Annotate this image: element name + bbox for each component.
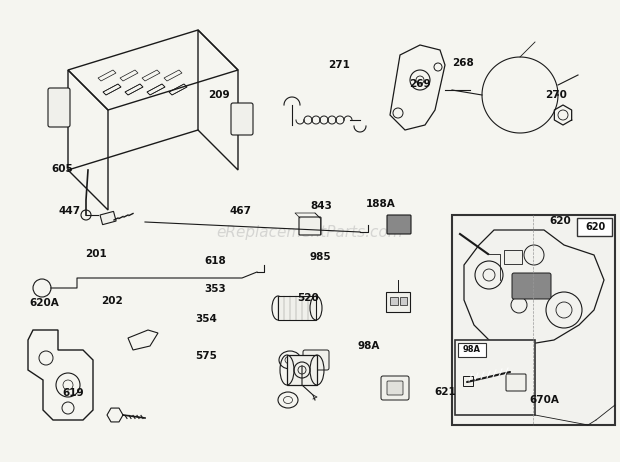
Bar xyxy=(463,376,473,386)
Text: 269: 269 xyxy=(409,79,431,89)
Bar xyxy=(577,218,612,236)
Text: 270: 270 xyxy=(546,90,567,100)
Text: 353: 353 xyxy=(205,284,226,294)
Text: 621: 621 xyxy=(434,387,456,397)
FancyBboxPatch shape xyxy=(381,376,409,400)
FancyBboxPatch shape xyxy=(303,350,329,370)
FancyBboxPatch shape xyxy=(387,215,411,234)
Bar xyxy=(278,296,316,320)
Text: eReplacementParts.com: eReplacementParts.com xyxy=(216,225,404,239)
Text: 188A: 188A xyxy=(366,199,396,209)
Bar xyxy=(390,297,398,305)
Text: 620A: 620A xyxy=(30,298,60,308)
Text: 985: 985 xyxy=(310,252,332,262)
Text: 271: 271 xyxy=(329,60,350,70)
Bar xyxy=(386,292,410,312)
Text: 620: 620 xyxy=(585,222,605,232)
Text: 354: 354 xyxy=(195,314,217,324)
FancyBboxPatch shape xyxy=(48,88,70,127)
Text: 98A: 98A xyxy=(357,341,379,351)
Bar xyxy=(400,297,407,305)
Text: 268: 268 xyxy=(453,58,474,68)
FancyBboxPatch shape xyxy=(231,103,253,135)
FancyBboxPatch shape xyxy=(512,273,551,299)
Text: 575: 575 xyxy=(195,351,217,361)
Text: 201: 201 xyxy=(86,249,107,260)
Text: 467: 467 xyxy=(229,206,251,216)
Text: 619: 619 xyxy=(62,388,84,398)
Bar xyxy=(458,343,486,357)
Text: 670A: 670A xyxy=(529,395,559,405)
Bar xyxy=(504,250,522,264)
Text: 209: 209 xyxy=(208,90,229,100)
FancyBboxPatch shape xyxy=(506,374,526,391)
Text: 618: 618 xyxy=(205,256,226,267)
Text: 202: 202 xyxy=(101,296,123,306)
FancyBboxPatch shape xyxy=(387,381,403,395)
Bar xyxy=(100,212,116,225)
Bar xyxy=(452,215,615,425)
Text: 520: 520 xyxy=(298,293,319,304)
Bar xyxy=(287,355,317,385)
Bar xyxy=(455,340,535,415)
Text: 447: 447 xyxy=(59,206,81,216)
Text: 843: 843 xyxy=(310,201,332,211)
Text: 605: 605 xyxy=(51,164,73,174)
Text: 620: 620 xyxy=(549,216,571,226)
Text: 98A: 98A xyxy=(463,346,481,354)
FancyBboxPatch shape xyxy=(299,217,321,235)
